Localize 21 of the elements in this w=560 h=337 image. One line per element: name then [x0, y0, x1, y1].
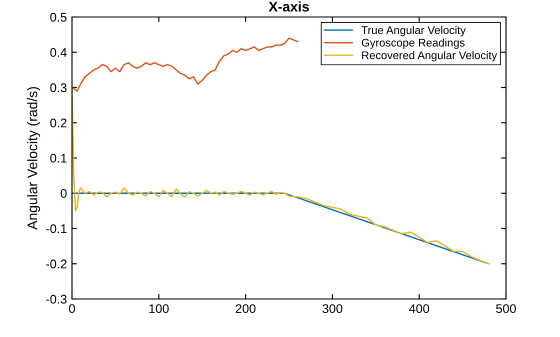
x-tick-label: 500 [496, 304, 516, 314]
chart-title: X-axis [268, 1, 309, 12]
legend-label: True Angular Velocity [361, 26, 466, 36]
y-tick-label: -0.2 [46, 260, 67, 268]
y-tick-label: -0.3 [46, 294, 67, 304]
y-tick-label: 0.2 [50, 118, 67, 128]
y-tick-label: 0.1 [50, 154, 67, 163]
x-tick-label: 0 [69, 304, 75, 314]
x-tick-label: 200 [236, 304, 256, 314]
y-tick-label: 0.4 [50, 48, 67, 57]
y-tick-label: 0.5 [50, 12, 67, 22]
y-tick-label: 0 [60, 189, 67, 198]
legend-label: Recovered Angular Velocity [362, 51, 498, 62]
y-axis-title: Angular Velocity (rad/s) [27, 87, 40, 230]
y-tick-label: -0.1 [46, 224, 67, 234]
x-tick-label: 400 [409, 304, 430, 314]
x-tick-label: 300 [322, 304, 342, 314]
line-series [72, 37, 298, 92]
y-tick-label: 0.3 [50, 83, 67, 92]
legend-label: Gyroscope Readings [362, 38, 465, 49]
x-tick-label: 100 [149, 304, 169, 314]
